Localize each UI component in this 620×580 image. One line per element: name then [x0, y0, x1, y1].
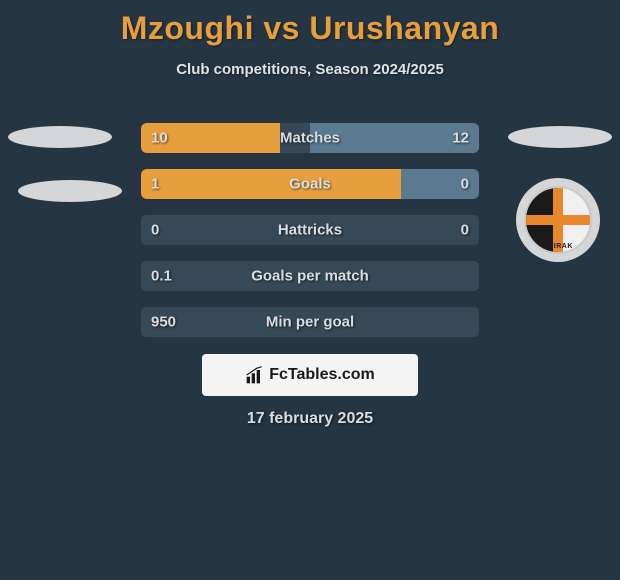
bar-label: Goals per match: [251, 268, 369, 285]
bar-label: Goals: [289, 176, 331, 193]
bar-fill-left: [141, 169, 401, 199]
bar-value-left: 0: [151, 222, 159, 239]
bar-value-left: 0.1: [151, 268, 172, 285]
stat-bar: 1 0 Goals: [140, 168, 480, 200]
comparison-subtitle: Club competitions, Season 2024/2025: [0, 61, 620, 78]
player-right-placeholder: [508, 126, 612, 148]
bar-label: Matches: [280, 130, 340, 147]
club-badge-shirak: SHIRAK: [516, 178, 600, 262]
comparison-title: Mzoughi vs Urushanyan: [0, 0, 620, 47]
fctables-text: FcTables.com: [269, 366, 375, 384]
bar-value-right: 12: [452, 130, 469, 147]
bar-value-right: 0: [461, 222, 469, 239]
bar-value-left: 10: [151, 130, 168, 147]
stat-bar: 950 Min per goal: [140, 306, 480, 338]
bar-label: Min per goal: [266, 314, 354, 331]
shirak-crest: SHIRAK: [524, 186, 592, 254]
stat-bar: 10 12 Matches: [140, 122, 480, 154]
comparison-date: 17 february 2025: [247, 410, 373, 428]
chart-icon: [245, 365, 265, 385]
fctables-watermark: FcTables.com: [202, 354, 418, 396]
bar-value-left: 950: [151, 314, 176, 331]
stat-bar: 0.1 Goals per match: [140, 260, 480, 292]
bar-label: Hattricks: [278, 222, 342, 239]
player-left-placeholder-1: [8, 126, 112, 148]
bar-value-right: 0: [461, 176, 469, 193]
stat-bars: 1012Matches10Goals00Hattricks0.1Goals pe…: [140, 122, 480, 352]
bar-value-left: 1: [151, 176, 159, 193]
shirak-label: SHIRAK: [526, 243, 590, 250]
stat-bar: 0 0 Hattricks: [140, 214, 480, 246]
player-left-placeholder-2: [18, 180, 122, 202]
